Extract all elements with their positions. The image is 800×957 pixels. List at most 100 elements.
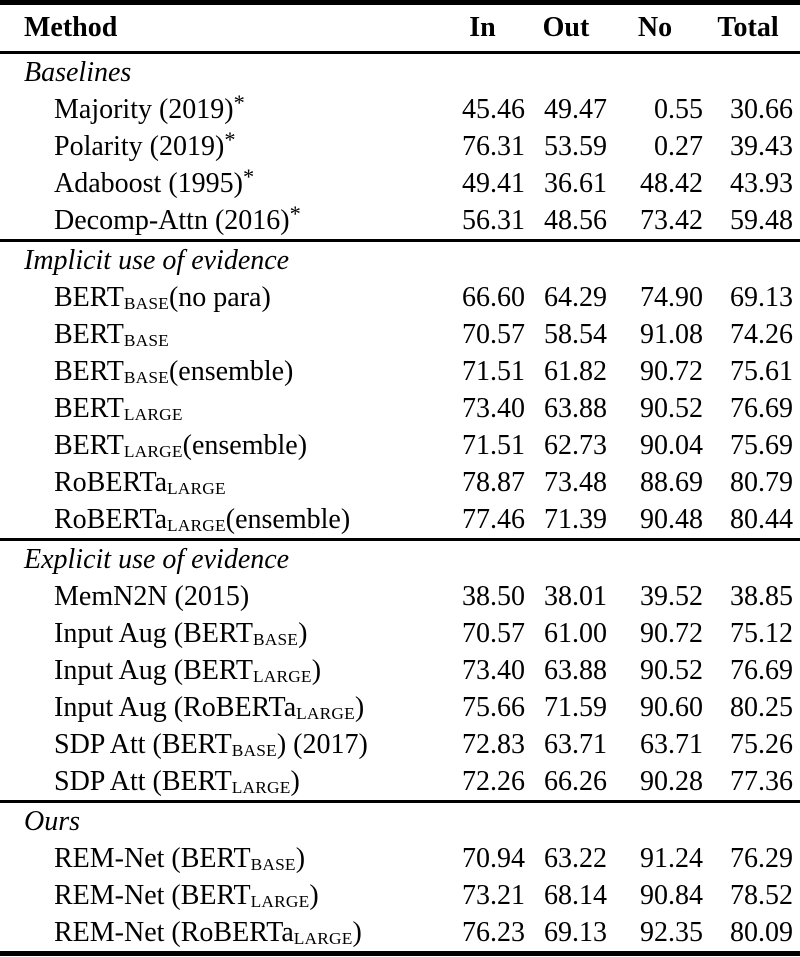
value-cell: 70.57	[462, 319, 525, 350]
value-cell: 90.48	[640, 504, 703, 535]
value-cell: 61.82	[544, 356, 607, 387]
value-cell: 75.12	[730, 618, 793, 649]
header-no: No	[637, 12, 673, 43]
table-row: REM-Net (BERTLARGE) 73.21 68.14 90.84 78…	[0, 877, 800, 914]
subscript-text: LARGE	[293, 928, 353, 948]
value-cell: 75.61	[730, 356, 793, 387]
value-cell: 80.09	[730, 917, 793, 948]
header-out: Out	[542, 12, 590, 43]
value-cell: 90.72	[640, 356, 703, 387]
value-cell: 68.14	[544, 880, 607, 911]
table-body: Baselines Majority (2019)* 45.46 49.47 0…	[0, 54, 800, 951]
table-row: SDP Att (BERTBASE) (2017) 72.83 63.71 63…	[0, 726, 800, 763]
method-label: BERTBASE	[54, 319, 169, 350]
value-cell: 30.66	[730, 94, 793, 125]
method-label: BERTBASE(no para)	[54, 282, 271, 313]
bottom-rule	[0, 951, 800, 956]
method-label: RoBERTaLARGE(ensemble)	[54, 504, 351, 535]
value-cell: 74.90	[640, 282, 703, 313]
value-cell: 49.41	[462, 168, 525, 199]
value-cell: 80.25	[730, 692, 793, 723]
top-rule	[0, 0, 800, 5]
value-cell: 48.56	[544, 205, 607, 236]
table-row: Input Aug (RoBERTaLARGE) 75.66 71.59 90.…	[0, 689, 800, 726]
value-cell: 43.93	[730, 168, 793, 199]
table-row: BERTLARGE(ensemble) 71.51 62.73 90.04 75…	[0, 427, 800, 464]
value-cell: 92.35	[640, 917, 703, 948]
method-label: Majority (2019)*	[54, 89, 245, 126]
table-row: BERTLARGE 73.40 63.88 90.52 76.69	[0, 390, 800, 427]
value-cell: 73.40	[462, 655, 525, 686]
value-cell: 80.44	[730, 504, 793, 535]
superscript-marker: *	[289, 200, 301, 226]
method-label: REM-Net (RoBERTaLARGE)	[54, 917, 362, 948]
method-label: SDP Att (BERTLARGE)	[54, 766, 300, 797]
value-cell: 63.71	[640, 729, 703, 760]
section-title: Implicit use of evidence	[24, 245, 290, 276]
value-cell: 90.60	[640, 692, 703, 723]
method-label: REM-Net (BERTBASE)	[54, 843, 306, 874]
value-cell: 71.39	[544, 504, 607, 535]
header-total: Total	[717, 12, 779, 43]
method-label: BERTBASE(ensemble)	[54, 356, 294, 387]
method-label: Input Aug (BERTBASE)	[54, 618, 308, 649]
table-row: Input Aug (BERTBASE) 70.57 61.00 90.72 7…	[0, 615, 800, 652]
value-cell: 76.23	[462, 917, 525, 948]
value-cell: 69.13	[544, 917, 607, 948]
table-row: REM-Net (BERTBASE) 70.94 63.22 91.24 76.…	[0, 840, 800, 877]
value-cell: 76.69	[730, 655, 793, 686]
method-label: Decomp-Attn (2016)*	[54, 200, 301, 237]
value-cell: 38.01	[544, 581, 607, 612]
value-cell: 76.31	[462, 131, 525, 162]
table-row: Majority (2019)* 45.46 49.47 0.55 30.66	[0, 89, 800, 128]
table-row: Adaboost (1995)* 49.41 36.61 48.42 43.93	[0, 163, 800, 202]
section-divider-rule	[0, 538, 800, 541]
section-title-row: Explicit use of evidence	[0, 541, 800, 578]
value-cell: 73.48	[544, 467, 607, 498]
value-cell: 38.50	[462, 581, 525, 612]
header-rule	[0, 51, 800, 54]
value-cell: 90.84	[640, 880, 703, 911]
method-label: REM-Net (BERTLARGE)	[54, 880, 319, 911]
value-cell: 0.55	[654, 94, 703, 125]
value-cell: 71.59	[544, 692, 607, 723]
value-cell: 91.08	[640, 319, 703, 350]
value-cell: 38.85	[730, 581, 793, 612]
value-cell: 61.00	[544, 618, 607, 649]
value-cell: 73.40	[462, 393, 525, 424]
subscript-text: BASE	[250, 854, 296, 874]
value-cell: 90.04	[640, 430, 703, 461]
table-row: RoBERTaLARGE 78.87 73.48 88.69 80.79	[0, 464, 800, 501]
value-cell: 77.36	[730, 766, 793, 797]
value-cell: 64.29	[544, 282, 607, 313]
value-cell: 90.28	[640, 766, 703, 797]
value-cell: 39.43	[730, 131, 793, 162]
section-title-row: Ours	[0, 803, 800, 840]
section-divider-rule	[0, 800, 800, 803]
value-cell: 59.48	[730, 205, 793, 236]
value-cell: 77.46	[462, 504, 525, 535]
method-label: RoBERTaLARGE	[54, 467, 226, 498]
value-cell: 78.87	[462, 467, 525, 498]
value-cell: 36.61	[544, 168, 607, 199]
value-cell: 80.79	[730, 467, 793, 498]
table-row: REM-Net (RoBERTaLARGE) 76.23 69.13 92.35…	[0, 914, 800, 951]
value-cell: 70.94	[462, 843, 525, 874]
value-cell: 66.60	[462, 282, 525, 313]
table-row: BERTBASE(ensemble) 71.51 61.82 90.72 75.…	[0, 353, 800, 390]
value-cell: 39.52	[640, 581, 703, 612]
superscript-marker: *	[233, 89, 245, 115]
subscript-text: LARGE	[123, 404, 183, 424]
method-label: SDP Att (BERTBASE) (2017)	[54, 729, 368, 760]
header-in: In	[469, 12, 496, 43]
method-label: Adaboost (1995)*	[54, 163, 255, 200]
value-cell: 63.88	[544, 393, 607, 424]
method-label: Polarity (2019)*	[54, 126, 236, 163]
section-title-row: Baselines	[0, 54, 800, 91]
table-row: BERTBASE(no para) 66.60 64.29 74.90 69.1…	[0, 279, 800, 316]
value-cell: 70.57	[462, 618, 525, 649]
value-cell: 45.46	[462, 94, 525, 125]
value-cell: 75.66	[462, 692, 525, 723]
value-cell: 0.27	[654, 131, 703, 162]
